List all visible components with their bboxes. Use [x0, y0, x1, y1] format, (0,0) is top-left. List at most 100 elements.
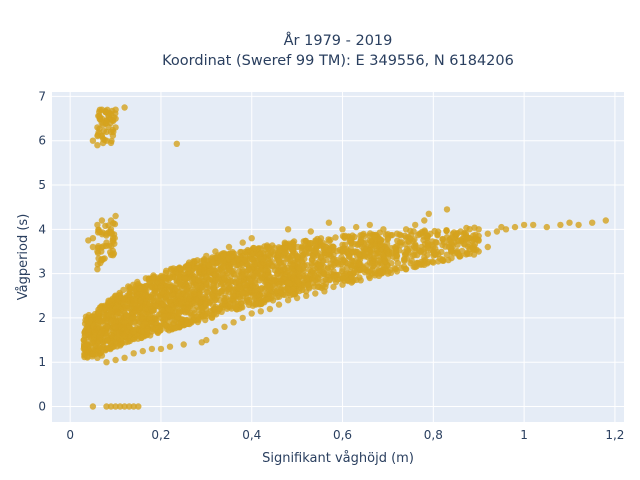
data-point [402, 266, 410, 273]
data-point [498, 223, 505, 231]
data-point [163, 267, 170, 274]
data-point [235, 278, 242, 285]
data-point [220, 251, 228, 259]
data-point [285, 240, 292, 247]
data-point [295, 264, 302, 271]
data-point [214, 254, 221, 261]
data-point [166, 312, 174, 319]
data-point [274, 269, 281, 277]
x-tick-label: 0 [66, 428, 74, 442]
data-point [475, 232, 482, 240]
data-point [230, 319, 237, 326]
data-point [157, 279, 165, 286]
data-point [430, 243, 437, 251]
data-point [448, 234, 455, 241]
y-tick-label: 1 [38, 355, 46, 369]
data-point [330, 243, 337, 251]
data-point [293, 252, 301, 260]
data-point [139, 347, 146, 355]
data-point [98, 244, 106, 251]
data-point [393, 252, 401, 260]
data-point [114, 330, 122, 337]
data-point [439, 241, 446, 248]
x-tick-label: 1,2 [605, 428, 624, 442]
y-tick-label: 2 [38, 311, 46, 325]
data-point [443, 227, 450, 235]
data-point [326, 276, 333, 284]
y-axis-title: Vågperiod (s) [16, 214, 31, 301]
data-point [107, 403, 115, 410]
data-point [275, 301, 283, 308]
data-point [396, 239, 404, 246]
data-point [339, 241, 346, 248]
data-point [463, 224, 470, 232]
data-point [134, 335, 142, 342]
data-point [130, 310, 137, 317]
data-point [475, 248, 482, 255]
data-point [296, 287, 303, 295]
data-point [325, 219, 333, 226]
data-point [316, 262, 323, 269]
y-tick-label: 3 [38, 267, 46, 281]
data-point [289, 261, 296, 269]
data-point [130, 314, 137, 322]
data-point [212, 248, 219, 255]
data-point [165, 305, 172, 313]
data-point [87, 334, 95, 342]
grid-lines [52, 92, 624, 422]
y-tick-label: 4 [38, 222, 46, 236]
data-point [185, 261, 192, 268]
data-point [85, 237, 92, 244]
data-point [160, 290, 167, 297]
data-point [166, 287, 173, 294]
data-point [89, 403, 97, 410]
data-point [294, 243, 302, 251]
data-point [125, 338, 132, 345]
data-point [230, 258, 237, 265]
x-axis-ticks: 0 0,2 0,4 0,6 0,8 1 1,2 [66, 428, 624, 442]
data-point [239, 314, 246, 322]
data-point [231, 303, 239, 310]
data-point [94, 142, 101, 149]
data-point [84, 354, 91, 361]
data-point [375, 257, 383, 264]
data-point [98, 217, 106, 224]
data-point [443, 251, 450, 258]
data-point [307, 228, 314, 235]
data-point [339, 266, 346, 273]
data-point [303, 250, 310, 257]
data-point [209, 258, 217, 266]
data-point [336, 271, 343, 278]
data-point [175, 292, 183, 299]
data-point [225, 243, 233, 251]
data-point [220, 263, 227, 270]
data-point [148, 283, 156, 291]
data-point [167, 267, 175, 274]
data-point [203, 273, 210, 281]
data-point [111, 234, 118, 242]
data-point [543, 223, 550, 231]
data-point [226, 301, 234, 308]
x-tick-label: 0,8 [424, 428, 443, 442]
data-point [357, 238, 364, 245]
data-point [348, 279, 355, 286]
data-point [357, 261, 364, 268]
data-point [339, 256, 347, 263]
data-point [162, 322, 169, 329]
data-point [325, 236, 332, 243]
data-point [178, 299, 185, 306]
data-point [339, 226, 346, 233]
data-point [457, 237, 464, 244]
data-point [241, 256, 248, 264]
data-point [157, 301, 165, 308]
data-point [367, 247, 374, 254]
data-point [345, 253, 353, 260]
data-point [215, 305, 222, 312]
data-point [239, 239, 246, 246]
data-point [312, 248, 319, 255]
data-point [134, 278, 141, 286]
data-point [130, 350, 137, 357]
data-point [130, 328, 137, 335]
data-point [332, 234, 339, 241]
data-point [130, 403, 137, 410]
